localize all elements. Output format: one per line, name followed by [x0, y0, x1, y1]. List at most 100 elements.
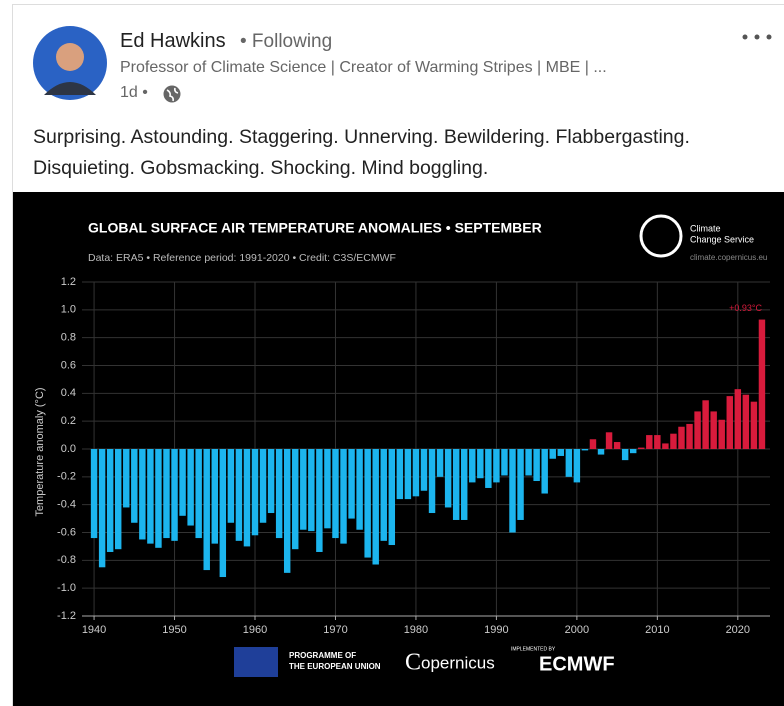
bar: [123, 449, 130, 508]
bar: [316, 449, 323, 552]
bar: [380, 449, 387, 541]
footer-eu: PROGRAMME OF: [289, 651, 356, 660]
logo-name: Change Service: [690, 234, 754, 244]
bar: [702, 400, 709, 449]
bar: [308, 449, 315, 532]
bar: [227, 449, 235, 523]
bar: [573, 449, 581, 483]
bar: [469, 449, 476, 483]
bar: [428, 449, 436, 514]
bar: [396, 449, 404, 500]
bar: [364, 449, 371, 558]
value-label: +0.93°C: [729, 303, 762, 313]
bar: [517, 449, 524, 520]
bar: [758, 319, 766, 449]
bar: [187, 449, 194, 526]
x-tick-label: 1990: [484, 624, 508, 636]
eu-flag: [234, 647, 278, 677]
bar: [388, 449, 396, 546]
y-tick-label: -1.2: [57, 610, 76, 622]
x-tick-label: 2010: [645, 624, 669, 636]
bar: [300, 449, 307, 530]
bar: [171, 449, 178, 541]
bar: [662, 443, 669, 449]
bar: [581, 449, 589, 451]
x-tick-label: 1950: [162, 624, 186, 636]
bar: [324, 449, 331, 529]
bar: [131, 449, 138, 523]
y-tick-label: 1.2: [61, 276, 76, 288]
y-tick-label: -0.8: [57, 554, 76, 566]
bar: [356, 449, 363, 530]
post-text: Surprising. Astounding. Staggering. Unne…: [33, 126, 690, 179]
bar: [501, 449, 508, 476]
bar: [163, 449, 170, 539]
bar: [654, 435, 661, 449]
bar: [444, 449, 452, 508]
bar: [243, 449, 251, 547]
bar: [718, 419, 725, 449]
footer-eu: THE EUROPEAN UNION: [289, 662, 381, 671]
bar: [404, 449, 412, 500]
bar: [734, 389, 742, 449]
bar: [219, 449, 227, 578]
bar: [412, 449, 420, 497]
bar: [750, 401, 758, 449]
follow-status[interactable]: • Following: [240, 31, 333, 52]
footer-ecmwf: ECMWF: [539, 653, 615, 675]
chart[interactable]: GLOBAL SURFACE AIR TEMPERATURE ANOMALIES…: [13, 192, 784, 706]
x-tick-label: 1960: [243, 624, 267, 636]
chart-title: GLOBAL SURFACE AIR TEMPERATURE ANOMALIES…: [88, 220, 542, 236]
avatar-body: [44, 82, 96, 95]
globe-icon: [163, 85, 181, 103]
bar: [195, 449, 202, 539]
bar: [114, 449, 122, 550]
footer-implemented: IMPLEMENTED BY: [511, 646, 556, 652]
bar: [710, 411, 717, 449]
author-name[interactable]: Ed Hawkins: [120, 30, 226, 52]
bar: [694, 411, 701, 449]
bar: [557, 449, 565, 456]
footer-copernicus: opernicus: [421, 653, 495, 672]
bar: [340, 449, 347, 544]
bar: [597, 449, 605, 455]
chart-subtitle: Data: ERA5 • Reference period: 1991-2020…: [88, 252, 396, 264]
x-tick-label: 1980: [404, 624, 428, 636]
bar: [742, 394, 750, 449]
bar: [461, 449, 468, 520]
bar: [621, 449, 629, 461]
headline: Professor of Climate Science | Creator o…: [120, 59, 607, 76]
bar: [90, 449, 98, 539]
bar: [670, 433, 677, 449]
more-menu[interactable]: [740, 32, 776, 42]
bar: [646, 435, 653, 449]
bar: [155, 449, 162, 548]
bar: [678, 426, 685, 449]
bar: [267, 449, 275, 514]
bar: [485, 449, 492, 488]
bar: [211, 449, 218, 544]
bar: [147, 449, 154, 544]
y-axis-label: Temperature anomaly (°C): [34, 387, 46, 516]
bar: [533, 449, 540, 482]
y-tick-label: -0.6: [57, 526, 76, 538]
bar: [477, 449, 484, 479]
y-tick-label: 1.0: [61, 304, 76, 316]
avatar[interactable]: [32, 25, 108, 101]
y-tick-label: 0.8: [61, 332, 76, 344]
bar: [372, 449, 379, 565]
logo-name: Climate: [690, 223, 721, 233]
y-tick-label: -0.4: [57, 499, 76, 511]
bar: [179, 449, 186, 516]
x-tick-label: 1970: [323, 624, 347, 636]
bar: [203, 449, 210, 571]
y-tick-label: 0.2: [61, 415, 76, 427]
bar: [549, 449, 556, 459]
y-tick-label: -1.0: [57, 582, 76, 594]
bar: [283, 449, 291, 573]
bar: [493, 449, 500, 483]
bar: [139, 449, 146, 540]
post-age: 1d •: [120, 84, 148, 101]
bar: [275, 449, 283, 539]
